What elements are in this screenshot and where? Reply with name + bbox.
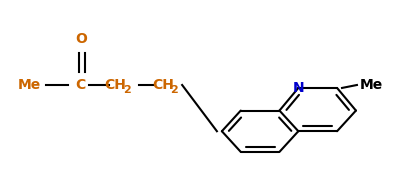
Text: C: C bbox=[76, 78, 86, 92]
Text: 2: 2 bbox=[123, 85, 130, 95]
Text: CH: CH bbox=[104, 78, 126, 92]
Text: Me: Me bbox=[360, 78, 384, 92]
Text: CH: CH bbox=[152, 78, 174, 92]
Text: 2: 2 bbox=[171, 85, 178, 95]
Text: O: O bbox=[75, 32, 87, 46]
Text: Me: Me bbox=[17, 78, 41, 92]
Text: N: N bbox=[292, 81, 304, 95]
